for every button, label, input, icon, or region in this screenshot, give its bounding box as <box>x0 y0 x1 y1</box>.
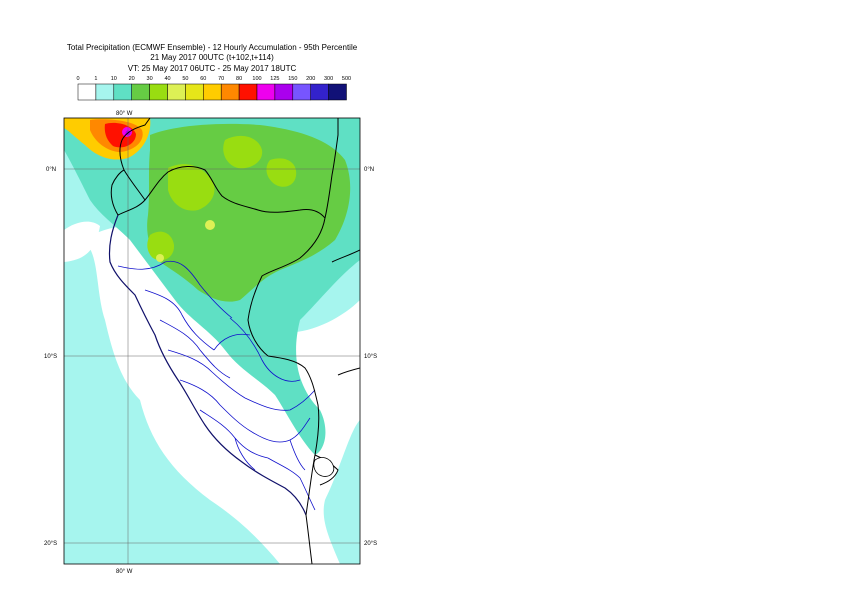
legend-threshold-label: 10 <box>111 76 117 82</box>
legend-threshold-label: 40 <box>164 76 170 82</box>
legend-threshold-label: 1 <box>94 76 97 82</box>
lake-titicaca <box>313 457 335 477</box>
lon-label-bottom: 80° W <box>116 569 133 575</box>
legend-threshold-label: 20 <box>129 76 135 82</box>
run-time: 21 May 2017 00UTC (t+102,t+114) <box>150 53 274 62</box>
country-borders <box>110 118 360 564</box>
lat-label-20s-right: 20°S <box>364 541 377 547</box>
legend-threshold-label: 50 <box>182 76 188 82</box>
precip-30-40-area-4 <box>266 158 297 187</box>
dry-area-ocean <box>82 226 360 564</box>
color-legend: 0 1 10 20 30 40 50 60 70 80 100 125 150 200 300 500 <box>76 76 351 101</box>
precip-40-50-cell <box>205 220 215 230</box>
precip-30-40-area-3 <box>147 231 175 261</box>
legend-threshold-label: 80 <box>236 76 242 82</box>
precip-30-40-area-2 <box>223 135 263 169</box>
dry-area-ocean-north <box>64 221 100 262</box>
legend-threshold-label: 200 <box>306 76 315 82</box>
legend-threshold-label: 30 <box>147 76 153 82</box>
lon-label-top: 80° W <box>116 111 133 117</box>
lat-label-10s-left: 10°S <box>44 354 57 360</box>
legend-threshold-label: 60 <box>200 76 206 82</box>
precip-40-50-cell-2 <box>156 254 164 262</box>
legend-threshold-label: 70 <box>218 76 224 82</box>
valid-time: VT: 25 May 2017 06UTC - 25 May 2017 18UT… <box>127 64 297 73</box>
lat-label-eq-right: 0°N <box>364 167 374 173</box>
lat-label-20s-left: 20°S <box>44 541 57 547</box>
legend-threshold-label: 500 <box>342 76 351 82</box>
legend-threshold-label: 300 <box>324 76 333 82</box>
region-borders <box>117 260 316 511</box>
chart-title: Total Precipitation (ECMWF Ensemble) - 1… <box>66 43 358 52</box>
legend-threshold-label: 100 <box>252 76 261 82</box>
legend-threshold-label: 150 <box>288 76 297 82</box>
legend-threshold-label: 0 <box>76 76 79 82</box>
legend-swatch <box>328 83 347 101</box>
precip-30-40-area <box>168 164 215 211</box>
lat-label-10s-right: 10°S <box>364 354 377 360</box>
map-frame <box>63 117 361 565</box>
legend-threshold-label: 125 <box>270 76 279 82</box>
lat-label-eq-left: 0°N <box>46 167 56 173</box>
peru-coastline <box>108 214 307 516</box>
